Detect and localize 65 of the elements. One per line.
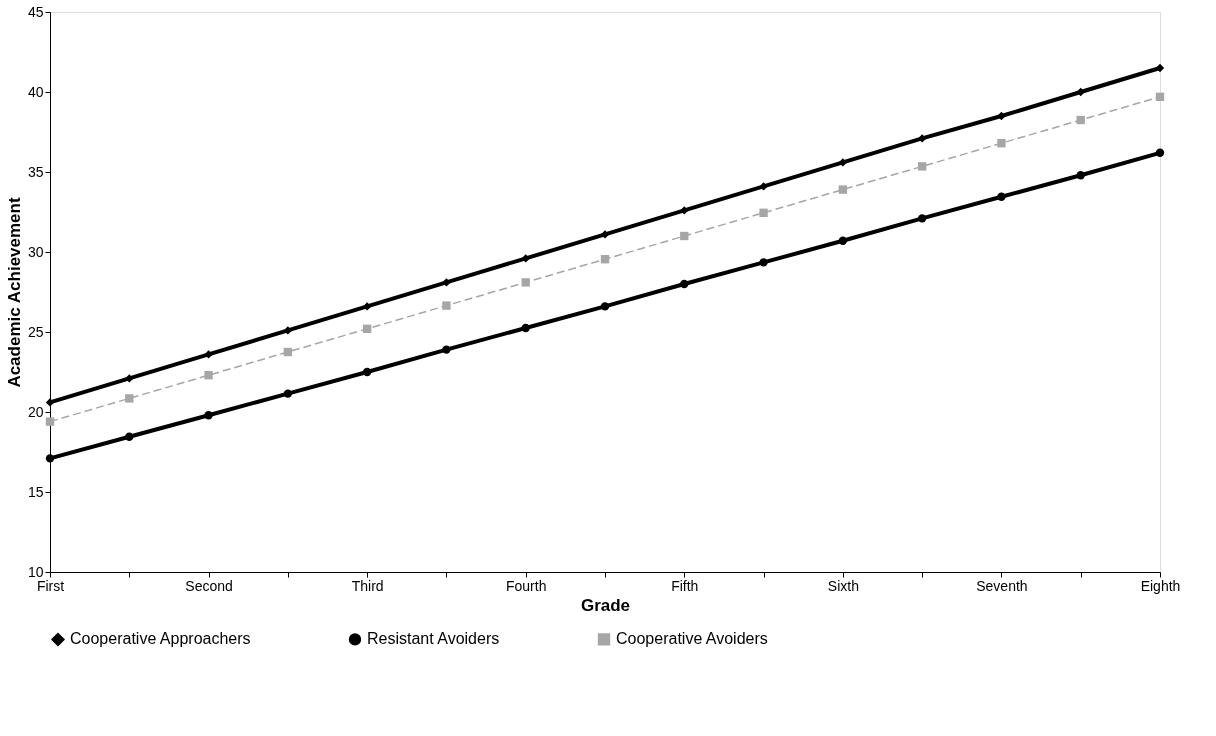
legend-label: Cooperative Approachers xyxy=(70,630,251,648)
point xyxy=(1076,171,1085,180)
point xyxy=(680,206,689,215)
point xyxy=(45,417,55,426)
point xyxy=(759,258,768,267)
x-tick-label: Fourth xyxy=(505,577,547,594)
y-axis-title: Academic Achievement xyxy=(4,197,24,388)
point xyxy=(125,432,134,441)
point xyxy=(838,158,848,167)
y-tick-label: 45 xyxy=(27,3,44,20)
point xyxy=(1155,148,1165,157)
point xyxy=(680,279,689,289)
point xyxy=(759,182,768,191)
point xyxy=(204,411,213,420)
point xyxy=(204,371,213,380)
legend-label: Cooperative Avoiders xyxy=(616,630,768,648)
point xyxy=(521,254,530,263)
point xyxy=(283,389,293,398)
point xyxy=(1155,92,1165,101)
x-axis-title: Grade xyxy=(580,595,631,615)
point xyxy=(125,374,134,383)
point xyxy=(997,139,1006,148)
point xyxy=(521,278,530,287)
point xyxy=(1076,87,1085,97)
point xyxy=(283,326,293,335)
point xyxy=(838,236,848,245)
point xyxy=(362,302,372,311)
point xyxy=(362,367,372,377)
point xyxy=(283,347,293,357)
x-tick-label: Eighth xyxy=(1140,577,1181,594)
point xyxy=(442,345,451,354)
point xyxy=(442,301,451,310)
point xyxy=(600,255,610,264)
point xyxy=(1076,115,1085,125)
point xyxy=(45,398,55,407)
point xyxy=(997,192,1006,201)
point xyxy=(838,185,848,194)
y-tick-label: 20 xyxy=(27,403,44,420)
point xyxy=(204,350,213,359)
y-tick-label: 10 xyxy=(27,563,44,580)
point xyxy=(125,394,134,403)
y-tick-label: 30 xyxy=(27,243,44,260)
y-tick-label: 40 xyxy=(27,83,44,100)
x-tick-label: First xyxy=(36,577,65,594)
point xyxy=(45,454,55,463)
point xyxy=(759,208,768,217)
legend-label: Resistant Avoiders xyxy=(367,630,500,648)
point xyxy=(600,230,610,239)
point xyxy=(917,134,927,143)
point xyxy=(680,231,689,241)
point xyxy=(521,323,530,333)
point xyxy=(997,111,1006,121)
point xyxy=(600,302,610,311)
point xyxy=(917,162,927,171)
x-tick-label: Sixth xyxy=(827,577,859,594)
point xyxy=(442,278,451,287)
x-tick-label: Second xyxy=(185,577,233,594)
y-tick-label: 35 xyxy=(27,163,44,180)
x-tick-label: Seventh xyxy=(976,577,1028,594)
x-tick-label: Fifth xyxy=(671,577,699,594)
y-tick-label: 15 xyxy=(27,483,44,500)
point xyxy=(362,324,372,333)
point xyxy=(917,214,927,223)
x-tick-label: Third xyxy=(351,577,384,594)
y-tick-label: 25 xyxy=(27,323,44,340)
